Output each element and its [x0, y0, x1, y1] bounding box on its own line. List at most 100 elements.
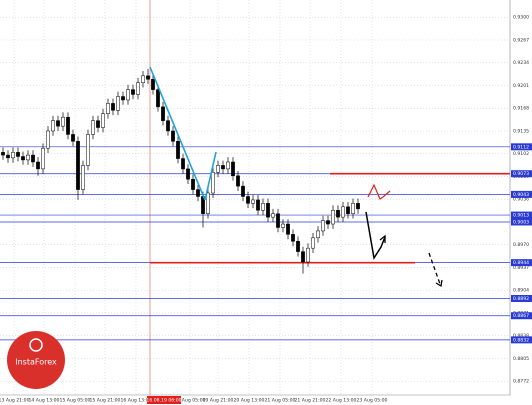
candle-body: [156, 89, 160, 108]
forecast-arrow-dashed: [428, 252, 441, 285]
trend-line: [149, 66, 206, 201]
level-label-box: [511, 211, 532, 219]
candle-body: [56, 120, 60, 127]
candle-body: [1, 152, 5, 156]
candle-body: [126, 89, 130, 101]
crosshair-label-box: [147, 396, 181, 404]
level-label-box: [511, 259, 532, 267]
candle-body: [161, 106, 165, 121]
candle-body: [31, 154, 35, 163]
candle-body: [246, 196, 250, 204]
candle-body: [276, 213, 280, 228]
candle-body: [251, 199, 255, 204]
candle-body: [221, 165, 225, 170]
axes: 0.9300 0.9267 0.9234 0.9201 0.9168 0.9135 0.91…: [0, 15, 532, 404]
level-label-box: [511, 170, 532, 178]
candle-body: [131, 89, 135, 95]
candle-body: [91, 120, 95, 135]
candle-body: [181, 158, 185, 170]
candles: [1, 68, 360, 274]
levels: [0, 146, 510, 341]
x-tick-label: 13 Aug 21:00: [0, 398, 30, 404]
candle-body: [66, 116, 70, 135]
grid: [0, 0, 510, 395]
candle-body: [311, 237, 315, 249]
candle-body: [6, 154, 10, 159]
level-label: 0.8867: [513, 313, 529, 319]
candle-body: [316, 230, 320, 239]
x-tick-label: 14 Aug 13:00: [29, 398, 60, 404]
x-tick-label: 19 Aug 05:00: [175, 398, 206, 404]
candle-body: [166, 120, 170, 132]
level-label: 0.9043: [513, 192, 529, 198]
candle-body: [141, 75, 145, 83]
y-tick-label: 0.9234: [513, 60, 529, 66]
y-tick-label: 0.9267: [513, 37, 529, 43]
level-label-box: [511, 143, 532, 151]
x-tick-label: 16 Aug 13:00: [121, 398, 152, 404]
candle-body: [106, 103, 110, 114]
candle-body: [186, 168, 190, 180]
candle-body: [101, 113, 105, 128]
level-label: 0.9073: [513, 171, 529, 177]
candle-body: [176, 141, 180, 159]
x-tick-label: 15 Aug 21:00: [90, 398, 121, 404]
arrow-head: [379, 234, 386, 243]
candle-body: [286, 223, 290, 235]
level-label: 0.9013: [513, 213, 529, 219]
candle-body: [36, 161, 40, 170]
x-tick-label: 20 Aug 13:00: [234, 398, 265, 404]
candle-body: [111, 103, 115, 111]
level-label: 0.9112: [513, 144, 529, 150]
y-tick-label: 0.9168: [513, 106, 529, 112]
candle-body: [296, 241, 300, 252]
y-tick-label: 0.8904: [513, 288, 529, 294]
x-tick-label: 22 Aug 13:00: [326, 398, 357, 404]
candle-body: [81, 165, 85, 190]
logo-circle: [7, 331, 65, 389]
candle-body: [16, 152, 20, 157]
logo-text: InstaForex: [15, 358, 57, 367]
candle-body: [86, 134, 90, 166]
level-label: 0.9003: [513, 219, 529, 225]
candle-body: [341, 206, 345, 218]
y-tick-label: 0.8805: [513, 356, 529, 362]
crosshair-label: 16.08.19 06:00: [146, 398, 181, 404]
candle-body: [96, 120, 100, 128]
candle-body: [236, 175, 240, 187]
candle-body: [61, 116, 65, 127]
candle-body: [71, 134, 75, 142]
trend-line: [204, 151, 217, 201]
candle-body: [256, 199, 260, 211]
candle-body: [76, 141, 80, 190]
red-zigzag: [367, 183, 391, 200]
y-tick-label: 0.9135: [513, 128, 529, 134]
candle-body: [41, 147, 45, 170]
candle-body: [306, 247, 310, 263]
level-label-box: [511, 294, 532, 302]
y-tick-label: 0.9036: [513, 197, 529, 203]
logo: InstaForex: [7, 331, 65, 389]
candle-body: [26, 154, 30, 161]
candle-body: [216, 165, 220, 173]
x-tick-label: 21 Aug 05:00: [265, 398, 296, 404]
level-label-box: [511, 312, 532, 320]
candle-body: [261, 203, 265, 211]
candle-body: [146, 75, 150, 80]
candle-body: [331, 210, 335, 225]
candle-body: [301, 251, 305, 263]
x-tick-label: 23 Aug 05:00: [357, 398, 388, 404]
candle-body: [211, 172, 215, 194]
level-label-box: [511, 190, 532, 198]
y-tick-label: 0.8838: [513, 333, 529, 339]
candle-body: [191, 178, 195, 190]
candle-body: [11, 152, 15, 159]
y-tick-label: 0.8937: [513, 265, 529, 271]
candle-body: [291, 234, 295, 242]
candle-body: [121, 96, 125, 101]
x-tick-label: 21 Aug 21:00: [295, 398, 326, 404]
candle-body: [231, 161, 235, 177]
y-tick-label: 0.9102: [513, 151, 529, 157]
